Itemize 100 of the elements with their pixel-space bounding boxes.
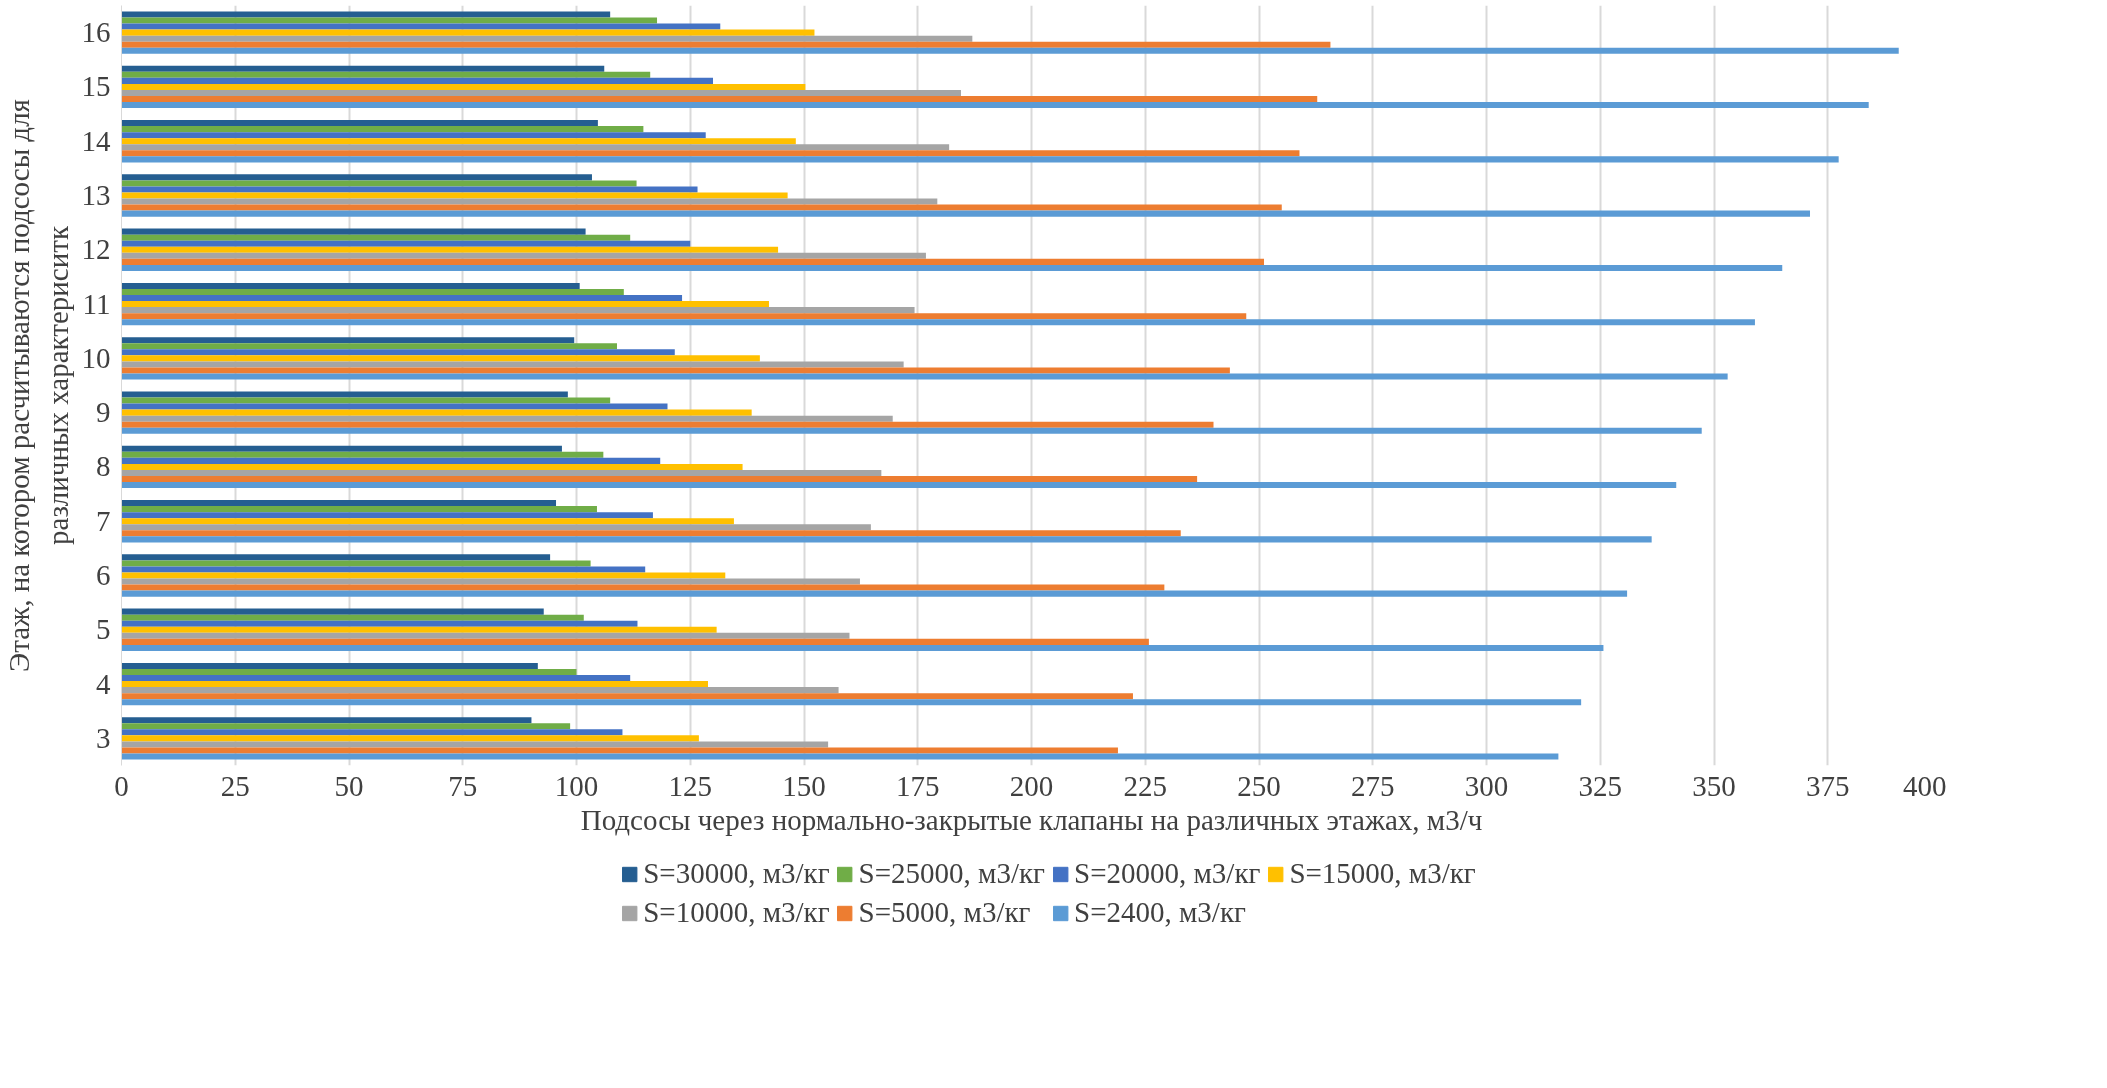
- bar: [121, 614, 584, 621]
- bar: [121, 687, 839, 694]
- bar: [121, 246, 779, 253]
- bar: [121, 578, 860, 585]
- bar: [121, 126, 644, 133]
- y-tick-label: 16: [81, 16, 111, 49]
- bar: [121, 469, 882, 476]
- bar: [121, 415, 893, 422]
- bar: [121, 192, 788, 199]
- bar: [121, 476, 1198, 483]
- bar: [121, 608, 544, 615]
- bar: [121, 343, 617, 350]
- y-tick-label: 4: [96, 667, 111, 700]
- bar: [121, 23, 721, 30]
- bar: [121, 560, 591, 567]
- bar: [121, 150, 1300, 157]
- x-tick-label: 375: [1806, 769, 1850, 802]
- bar: [121, 518, 734, 525]
- bar: [121, 204, 1282, 211]
- y-tick-label: 10: [81, 341, 111, 374]
- bar: [121, 506, 597, 513]
- bar: [121, 584, 1165, 591]
- bar: [121, 753, 1559, 760]
- y-tick-label: 12: [81, 233, 111, 266]
- bar: [121, 445, 562, 452]
- bar: [121, 699, 1582, 706]
- x-axis-title: Подсосы через нормально-закрытые клапаны на различных этажах, м3/ч: [580, 803, 1483, 836]
- x-tick-label: 350: [1692, 769, 1736, 802]
- bar: [121, 536, 1652, 543]
- bar: [121, 234, 631, 241]
- bar: [121, 361, 904, 368]
- bar: [121, 421, 1214, 428]
- bar: [121, 367, 1230, 374]
- x-tick-label: 325: [1578, 769, 1622, 802]
- bar: [121, 729, 623, 736]
- bar: [121, 252, 926, 259]
- bar: [121, 457, 661, 464]
- bar: [121, 590, 1628, 597]
- bar: [121, 210, 1811, 217]
- bar: [121, 620, 638, 627]
- legend-label: S=30000, м3/кг: [643, 857, 830, 890]
- bar: [121, 397, 611, 404]
- bar: [121, 89, 961, 96]
- y-tick-label: 9: [96, 396, 111, 429]
- bar: [121, 554, 551, 561]
- bar: [121, 512, 653, 519]
- legend-label: S=5000, м3/кг: [858, 896, 1031, 929]
- bar: [121, 258, 1265, 265]
- x-tick-label: 150: [782, 769, 826, 802]
- x-tick-label: 175: [896, 769, 940, 802]
- bar: [121, 500, 557, 507]
- bar: [121, 632, 850, 639]
- y-axis-title: Этаж, на котором расчитываются подсосы для различных характериситк: [3, 99, 74, 672]
- bar: [121, 41, 1331, 48]
- bar: [121, 638, 1149, 645]
- bar: [121, 17, 658, 24]
- legend-label: S=25000, м3/кг: [858, 857, 1045, 890]
- bar: [121, 307, 915, 314]
- x-tick-label: 25: [220, 769, 250, 802]
- y-tick-label: 6: [96, 559, 111, 591]
- bar: [121, 644, 1604, 651]
- bar: [121, 693, 1133, 700]
- bar: [121, 102, 1869, 109]
- x-tick-label: 50: [334, 769, 364, 802]
- bar: [121, 409, 752, 416]
- bar: [121, 735, 699, 742]
- bar: [121, 675, 631, 682]
- bar: [121, 403, 668, 410]
- x-tick-label: 75: [448, 769, 478, 802]
- bar: [121, 427, 1702, 434]
- x-tick-label: 0: [114, 769, 129, 802]
- bar: [121, 132, 706, 139]
- bar: [121, 282, 580, 289]
- bar: [121, 391, 568, 398]
- bar: [121, 668, 577, 675]
- bar: [121, 662, 538, 669]
- bar: [121, 156, 1839, 163]
- bar: [121, 144, 950, 151]
- bar: [121, 180, 637, 187]
- bar: [121, 71, 651, 78]
- bar: [121, 77, 713, 84]
- legend-label: S=2400, м3/кг: [1074, 896, 1246, 929]
- bar: [121, 723, 571, 730]
- legend-label: S=10000, м3/кг: [643, 896, 830, 929]
- bar: [121, 717, 532, 724]
- bar: [121, 120, 598, 127]
- y-tick-label: 11: [82, 287, 111, 320]
- bar: [121, 741, 829, 748]
- bar: [121, 313, 1247, 320]
- bar: [121, 228, 586, 235]
- bar: [121, 186, 698, 193]
- y-tick-label: 8: [96, 450, 111, 483]
- bar: [121, 463, 743, 470]
- bar: [121, 11, 611, 18]
- y-tick-label: 7: [96, 504, 111, 537]
- bar: [121, 83, 806, 90]
- bar: [121, 373, 1728, 380]
- bar: [121, 264, 1783, 271]
- legend-label: S=15000, м3/кг: [1289, 857, 1476, 890]
- bar: [121, 681, 708, 688]
